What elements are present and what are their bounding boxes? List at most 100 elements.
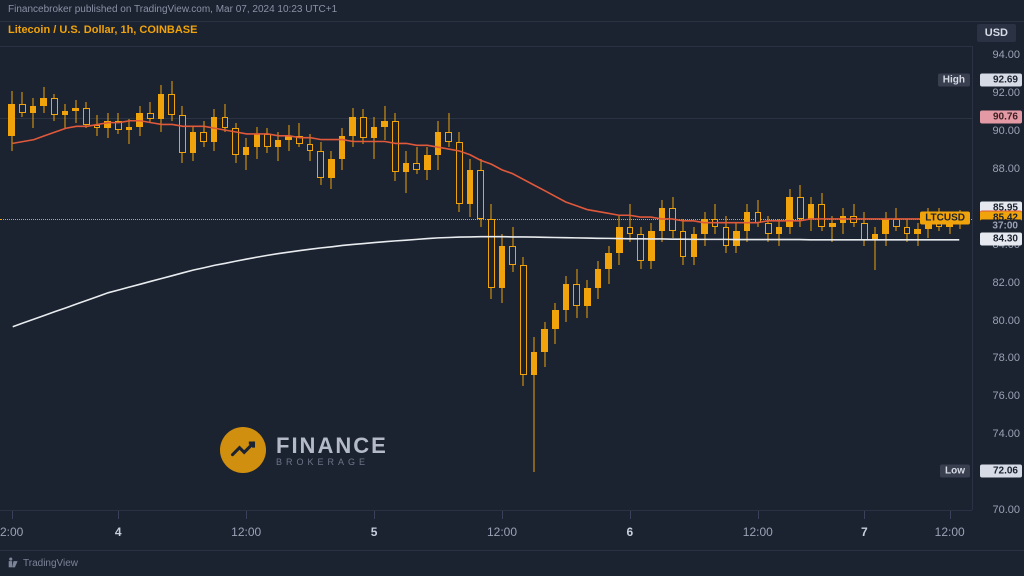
candle: [360, 109, 367, 143]
candle: [349, 108, 356, 148]
price-marker: 84.30: [980, 233, 1022, 246]
price-chart[interactable]: FINANCE BROKERAGE: [0, 46, 972, 510]
x-tick: 12:00: [743, 525, 773, 539]
candle: [712, 204, 719, 234]
candle: [691, 227, 698, 265]
x-tick: 12:00: [231, 525, 261, 539]
candle: [616, 216, 623, 265]
candle: [285, 125, 292, 152]
candle: [264, 128, 271, 153]
y-tick: 76.00: [992, 390, 1020, 402]
candle: [914, 223, 921, 246]
candle: [701, 212, 708, 246]
price-label-ltcusd: LTCUSD: [920, 211, 970, 224]
candle: [733, 223, 740, 253]
candle: [659, 200, 666, 242]
candle: [467, 159, 474, 218]
y-tick: 70.00: [992, 504, 1020, 516]
candle: [8, 91, 15, 152]
tradingview-icon: [8, 557, 19, 568]
x-tick: 4: [115, 525, 122, 539]
candle: [211, 109, 218, 151]
ma-overlay: [0, 47, 972, 510]
y-tick: 88.00: [992, 163, 1020, 175]
currency-badge[interactable]: USD: [977, 24, 1016, 42]
candle: [829, 216, 836, 243]
candle: [232, 123, 239, 163]
candle: [147, 102, 154, 123]
candle: [275, 132, 282, 160]
candle: [222, 104, 229, 132]
footer-brand-text: TradingView: [23, 558, 78, 569]
y-tick: 80.00: [992, 315, 1020, 327]
candle: [765, 216, 772, 243]
watermark: FINANCE BROKERAGE: [220, 427, 388, 473]
footer-brand: TradingView: [0, 550, 1024, 576]
candle: [786, 189, 793, 234]
price-marker: 72.06: [980, 464, 1022, 477]
candle: [648, 223, 655, 268]
candle: [605, 246, 612, 284]
candle: [243, 138, 250, 170]
watermark-title: FINANCE: [276, 433, 388, 459]
candle: [381, 106, 388, 140]
price-marker: 92.69: [980, 74, 1022, 87]
candle: [51, 94, 58, 121]
ref-line: [0, 118, 972, 119]
current-price-line: [0, 219, 972, 220]
candle: [317, 142, 324, 186]
x-tick: 2:00: [0, 525, 23, 539]
candle: [115, 113, 122, 134]
candle: [850, 204, 857, 227]
x-axis: 2:00412:00512:00612:00712:00: [0, 510, 972, 550]
y-tick: 90.00: [992, 125, 1020, 137]
candle: [83, 102, 90, 129]
candle: [595, 261, 602, 299]
y-tick: 92.00: [992, 87, 1020, 99]
candle: [435, 121, 442, 170]
y-tick: 82.00: [992, 277, 1020, 289]
candle: [552, 303, 559, 345]
candle: [627, 204, 634, 242]
candle: [509, 227, 516, 272]
candle: [797, 185, 804, 227]
x-tick: 12:00: [487, 525, 517, 539]
symbol-label: Litecoin / U.S. Dollar, 1h, COINBASE: [8, 24, 197, 36]
candle: [62, 104, 69, 129]
candle: [126, 119, 133, 144]
candle: [584, 280, 591, 318]
candle: [296, 123, 303, 148]
candle: [680, 219, 687, 264]
candle: [168, 81, 175, 121]
candle: [328, 151, 335, 189]
candle: [744, 204, 751, 242]
candle: [456, 132, 463, 212]
candle: [669, 197, 676, 239]
candle: [637, 227, 644, 269]
candle: [488, 204, 495, 299]
candle: [200, 121, 207, 148]
watermark-icon: [220, 427, 266, 473]
y-axis: 94.0092.0090.0088.0086.0084.0082.0080.00…: [972, 46, 1024, 510]
publish-line: Financebroker published on TradingView.c…: [0, 0, 1024, 22]
candle: [531, 337, 538, 472]
candle: [40, 87, 47, 114]
candle: [541, 322, 548, 367]
candle: [776, 219, 783, 246]
x-tick: 5: [371, 525, 378, 539]
candle: [755, 200, 762, 227]
candle: [94, 115, 101, 136]
candle: [424, 147, 431, 179]
candle: [179, 106, 186, 163]
candle: [392, 113, 399, 181]
y-tick: 94.00: [992, 49, 1020, 61]
candle: [904, 219, 911, 242]
candle: [861, 212, 868, 246]
candle: [413, 147, 420, 174]
x-tick: 6: [627, 525, 634, 539]
candle: [723, 216, 730, 254]
candle: [19, 92, 26, 117]
candle: [403, 151, 410, 193]
candle: [893, 208, 900, 231]
candle: [882, 212, 889, 246]
